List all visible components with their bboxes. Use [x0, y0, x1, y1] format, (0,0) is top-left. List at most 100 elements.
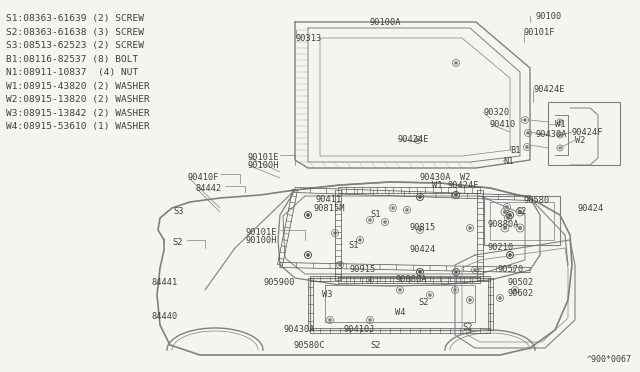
- Circle shape: [419, 270, 422, 273]
- Circle shape: [527, 131, 529, 135]
- Text: 90320: 90320: [483, 108, 509, 117]
- Text: 90424: 90424: [577, 204, 604, 213]
- Circle shape: [369, 279, 371, 282]
- Circle shape: [358, 238, 362, 241]
- Text: N1:08911-10837  (4) NUT: N1:08911-10837 (4) NUT: [6, 68, 138, 77]
- Circle shape: [474, 269, 477, 272]
- Text: W2:08915-13820 (2) WASHER: W2:08915-13820 (2) WASHER: [6, 95, 150, 104]
- Text: 90100H: 90100H: [246, 236, 278, 245]
- Circle shape: [509, 214, 511, 217]
- Circle shape: [518, 226, 522, 230]
- Text: 90101E: 90101E: [248, 153, 280, 162]
- Text: W2: W2: [575, 136, 586, 145]
- Text: 90101E: 90101E: [246, 228, 278, 237]
- Circle shape: [503, 210, 507, 214]
- Text: 90915: 90915: [350, 265, 376, 274]
- Circle shape: [454, 193, 458, 196]
- Text: W4: W4: [395, 308, 406, 317]
- Text: ^900*0067: ^900*0067: [587, 355, 632, 364]
- Text: 90430A: 90430A: [283, 325, 314, 334]
- Text: W1: W1: [432, 181, 442, 190]
- Circle shape: [518, 210, 522, 214]
- Circle shape: [454, 61, 458, 64]
- Circle shape: [392, 206, 394, 209]
- Text: N1: N1: [503, 157, 513, 166]
- Text: 90100: 90100: [535, 12, 561, 21]
- Text: 90815: 90815: [410, 223, 436, 232]
- Text: W2: W2: [460, 173, 470, 182]
- Circle shape: [429, 294, 431, 296]
- Text: 90100H: 90100H: [248, 161, 280, 170]
- Text: S1:08363-61639 (2) SCREW: S1:08363-61639 (2) SCREW: [6, 14, 144, 23]
- Text: 90101F: 90101F: [524, 28, 556, 37]
- Circle shape: [383, 221, 387, 224]
- Text: 90100A: 90100A: [370, 18, 401, 27]
- Text: W1:08915-43820 (2) WASHER: W1:08915-43820 (2) WASHER: [6, 81, 150, 90]
- Circle shape: [513, 289, 516, 292]
- Text: W3: W3: [322, 290, 333, 299]
- Text: 90815M: 90815M: [313, 204, 344, 213]
- Text: 90570: 90570: [497, 265, 524, 274]
- Circle shape: [399, 289, 401, 292]
- Circle shape: [559, 147, 561, 149]
- Circle shape: [406, 208, 408, 212]
- Text: 90580C: 90580C: [294, 341, 326, 350]
- Circle shape: [468, 298, 472, 301]
- Circle shape: [454, 289, 456, 292]
- Circle shape: [369, 218, 371, 221]
- Text: 90424F: 90424F: [572, 128, 604, 137]
- Circle shape: [499, 296, 502, 299]
- Circle shape: [506, 205, 509, 208]
- Text: W4:08915-53610 (1) WASHER: W4:08915-53610 (1) WASHER: [6, 122, 150, 131]
- Text: 90411: 90411: [316, 195, 342, 204]
- Circle shape: [307, 253, 310, 257]
- Text: 90210: 90210: [488, 243, 515, 252]
- Text: 90424E: 90424E: [398, 135, 429, 144]
- Circle shape: [559, 121, 561, 123]
- Text: 90430A: 90430A: [535, 130, 566, 139]
- Text: S3:08513-62523 (2) SCREW: S3:08513-62523 (2) SCREW: [6, 41, 144, 50]
- Text: S3: S3: [173, 207, 184, 216]
- Circle shape: [454, 270, 458, 273]
- Text: B1:08116-82537 (8) BOLT: B1:08116-82537 (8) BOLT: [6, 55, 138, 64]
- Circle shape: [509, 253, 511, 257]
- Circle shape: [369, 318, 371, 321]
- Text: 905900: 905900: [264, 278, 296, 287]
- Circle shape: [417, 138, 419, 141]
- Circle shape: [506, 217, 509, 219]
- Text: B1: B1: [510, 146, 520, 155]
- Text: 90580: 90580: [524, 196, 550, 205]
- Circle shape: [307, 214, 310, 217]
- Text: S2: S2: [516, 207, 527, 216]
- Circle shape: [419, 228, 422, 231]
- Circle shape: [503, 226, 507, 230]
- Text: 90880A: 90880A: [395, 275, 426, 284]
- Circle shape: [468, 227, 472, 230]
- Text: 90430A: 90430A: [420, 173, 451, 182]
- Text: 90502: 90502: [508, 278, 534, 287]
- Text: 90424F: 90424F: [448, 181, 479, 190]
- Text: 84441: 84441: [152, 278, 179, 287]
- Text: 90313: 90313: [295, 34, 321, 43]
- Text: 90410J: 90410J: [343, 325, 374, 334]
- Text: 90602: 90602: [508, 289, 534, 298]
- Text: 90410: 90410: [490, 120, 516, 129]
- Text: S2:08363-61638 (3) SCREW: S2:08363-61638 (3) SCREW: [6, 28, 144, 36]
- Text: S1: S1: [348, 241, 358, 250]
- Text: 90424: 90424: [410, 245, 436, 254]
- Text: W1: W1: [555, 120, 566, 129]
- Text: W3:08915-13842 (2) WASHER: W3:08915-13842 (2) WASHER: [6, 109, 150, 118]
- Circle shape: [559, 134, 561, 136]
- Text: 84442: 84442: [196, 184, 222, 193]
- Text: 84440: 84440: [152, 312, 179, 321]
- Circle shape: [339, 263, 342, 266]
- Text: 90880A: 90880A: [488, 220, 520, 229]
- Text: 90410F: 90410F: [188, 173, 220, 182]
- Circle shape: [333, 231, 337, 234]
- Circle shape: [525, 145, 529, 148]
- Text: S2: S2: [172, 238, 182, 247]
- Circle shape: [524, 119, 527, 122]
- Text: S1: S1: [370, 210, 381, 219]
- Text: S2: S2: [370, 341, 381, 350]
- Circle shape: [419, 196, 422, 199]
